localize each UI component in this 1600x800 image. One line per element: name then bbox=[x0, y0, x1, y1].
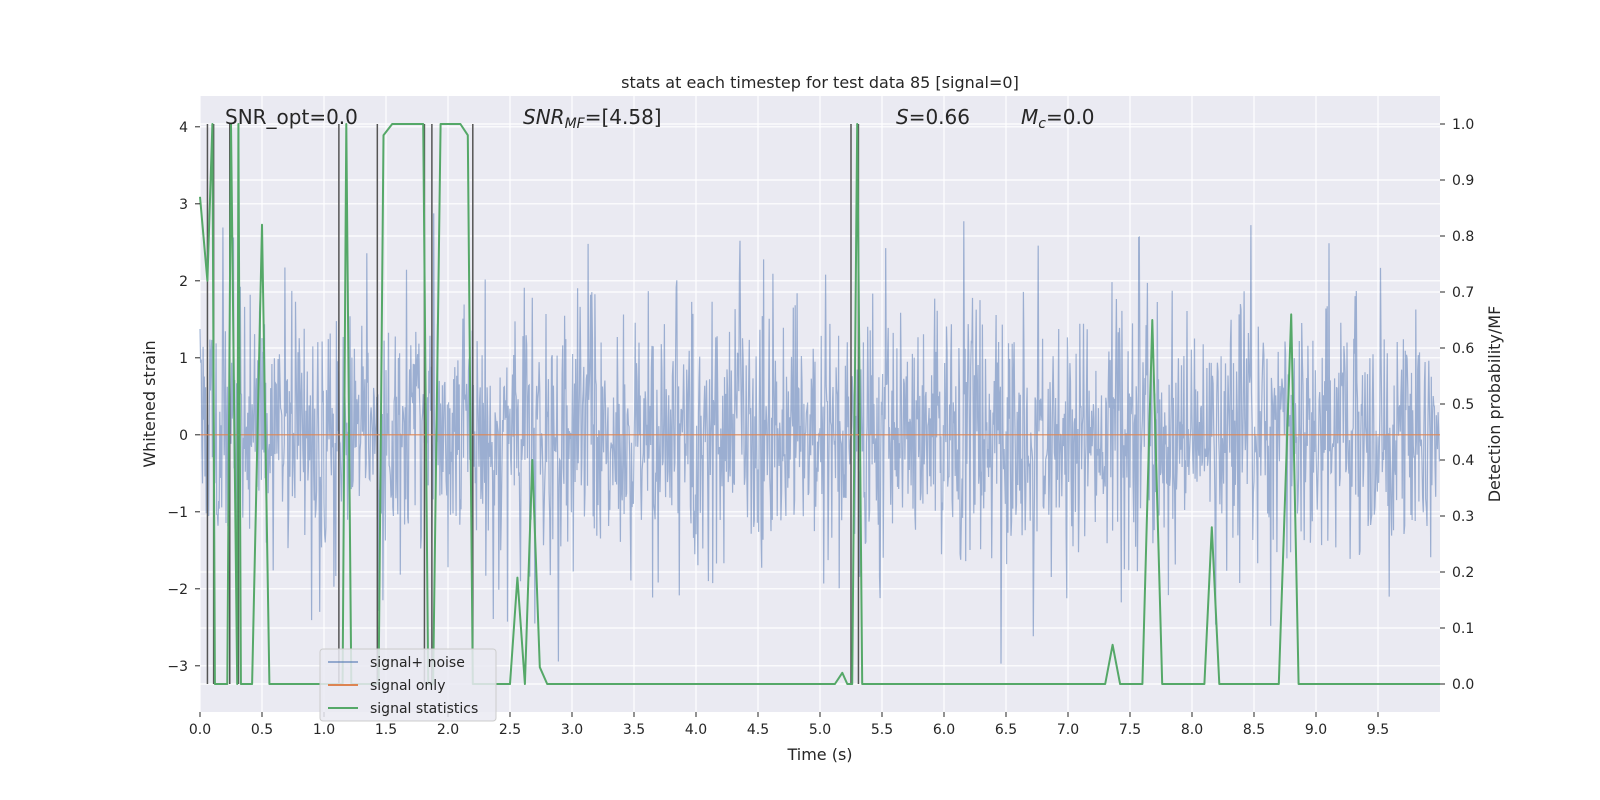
x-tick-label-19: 9.5 bbox=[1367, 722, 1389, 738]
annotation-snr-mf: SNRMF=[4.58] bbox=[523, 105, 662, 132]
x-tick-label-14: 7.0 bbox=[1057, 722, 1079, 738]
annotation-snr-mf-sub: MF bbox=[565, 116, 586, 132]
annotation-s: S=0.66 bbox=[896, 105, 970, 129]
y2-tick-label-5: 0.5 bbox=[1452, 397, 1474, 413]
y-tick-label-4: 1 bbox=[179, 351, 188, 367]
y2-axis-label: Detection probability/MF bbox=[1485, 306, 1504, 503]
y-tick-label-2: −1 bbox=[167, 505, 188, 521]
legend-box bbox=[319, 648, 497, 722]
y-tick-label-3: 0 bbox=[179, 428, 188, 444]
y-ticks: −3 −2 −1 0 1 2 3 4 bbox=[167, 120, 200, 675]
y2-tick-label-3: 0.3 bbox=[1452, 509, 1474, 525]
x-tick-label-17: 8.5 bbox=[1243, 722, 1265, 738]
series-signal-noise bbox=[199, 213, 1440, 664]
y2-tick-label-4: 0.4 bbox=[1452, 453, 1474, 469]
y2-tick-label-10: 1.0 bbox=[1452, 117, 1474, 133]
annotation-mc-sub: c bbox=[1038, 116, 1046, 132]
grid-lines bbox=[199, 96, 1440, 712]
x-tick-label-7: 3.5 bbox=[623, 722, 645, 738]
annotation-mc-base: M bbox=[1021, 105, 1038, 129]
x-tick-label-0: 0.0 bbox=[189, 722, 211, 738]
annotation-s-label: S bbox=[896, 105, 909, 129]
x-tick-label-13: 6.5 bbox=[995, 722, 1017, 738]
x-tick-label-12: 6.0 bbox=[933, 722, 955, 738]
x-ticks: 0.0 0.5 1.0 1.5 2.0 2.5 3.0 3.5 4.0 4.5 5.0 5.5 6.0 6… bbox=[189, 712, 1389, 738]
y2-tick-label-9: 0.9 bbox=[1452, 173, 1474, 189]
y-tick-label-0: −3 bbox=[167, 659, 188, 675]
annotation-mc: Mc=0.0 bbox=[1021, 105, 1095, 132]
x-tick-label-11: 5.5 bbox=[871, 722, 893, 738]
legend-label-signal-statistics: signal statistics bbox=[370, 701, 478, 717]
x-tick-label-15: 7.5 bbox=[1119, 722, 1141, 738]
x-tick-label-16: 8.0 bbox=[1181, 722, 1203, 738]
x-tick-label-3: 1.5 bbox=[375, 722, 397, 738]
legend: signal+ noise signal only signal statist… bbox=[319, 648, 497, 722]
y-tick-label-6: 3 bbox=[179, 197, 188, 213]
x-tick-label-2: 1.0 bbox=[313, 722, 335, 738]
y-axis-label: Whitened strain bbox=[140, 340, 159, 467]
x-tick-label-1: 0.5 bbox=[251, 722, 273, 738]
y-tick-label-5: 2 bbox=[179, 274, 188, 290]
x-tick-label-10: 5.0 bbox=[809, 722, 831, 738]
x-tick-label-8: 4.0 bbox=[685, 722, 707, 738]
series-line-signal-statistics bbox=[199, 123, 1440, 685]
annotation-snr-opt: SNR_opt=0.0 bbox=[225, 105, 358, 129]
annotation-snr-mf-value: =[4.58] bbox=[585, 105, 662, 129]
y2-tick-label-2: 0.2 bbox=[1452, 565, 1474, 581]
x-tick-label-9: 4.5 bbox=[747, 722, 769, 738]
series-signal-statistics bbox=[199, 123, 1440, 685]
series-line-signal-noise bbox=[199, 213, 1440, 664]
legend-label-signal-noise: signal+ noise bbox=[370, 655, 465, 671]
y2-tick-label-6: 0.6 bbox=[1452, 341, 1474, 357]
x-tick-label-5: 2.5 bbox=[499, 722, 521, 738]
x-tick-label-18: 9.0 bbox=[1305, 722, 1327, 738]
x-tick-label-4: 2.0 bbox=[437, 722, 459, 738]
y2-tick-label-0: 0.0 bbox=[1452, 677, 1474, 693]
annotation-snr-mf-base: SNR bbox=[523, 105, 565, 129]
y2-tick-label-7: 0.7 bbox=[1452, 285, 1474, 301]
chart-title: stats at each timestep for test data 85 … bbox=[621, 73, 1019, 92]
y2-ticks: 0.0 0.1 0.2 0.3 0.4 0.5 0.6 0.7 0.8 0.9 1.0 bbox=[1440, 117, 1474, 693]
x-axis-label: Time (s) bbox=[786, 745, 852, 764]
y2-tick-label-8: 0.8 bbox=[1452, 229, 1474, 245]
y-tick-label-7: 4 bbox=[179, 120, 188, 136]
legend-label-signal-only: signal only bbox=[370, 678, 445, 694]
x-tick-label-6: 3.0 bbox=[561, 722, 583, 738]
annotation-mc-value: =0.0 bbox=[1046, 105, 1095, 129]
y-tick-label-1: −2 bbox=[167, 582, 188, 598]
y2-tick-label-1: 0.1 bbox=[1452, 621, 1474, 637]
annotation-s-value: =0.66 bbox=[909, 105, 970, 129]
